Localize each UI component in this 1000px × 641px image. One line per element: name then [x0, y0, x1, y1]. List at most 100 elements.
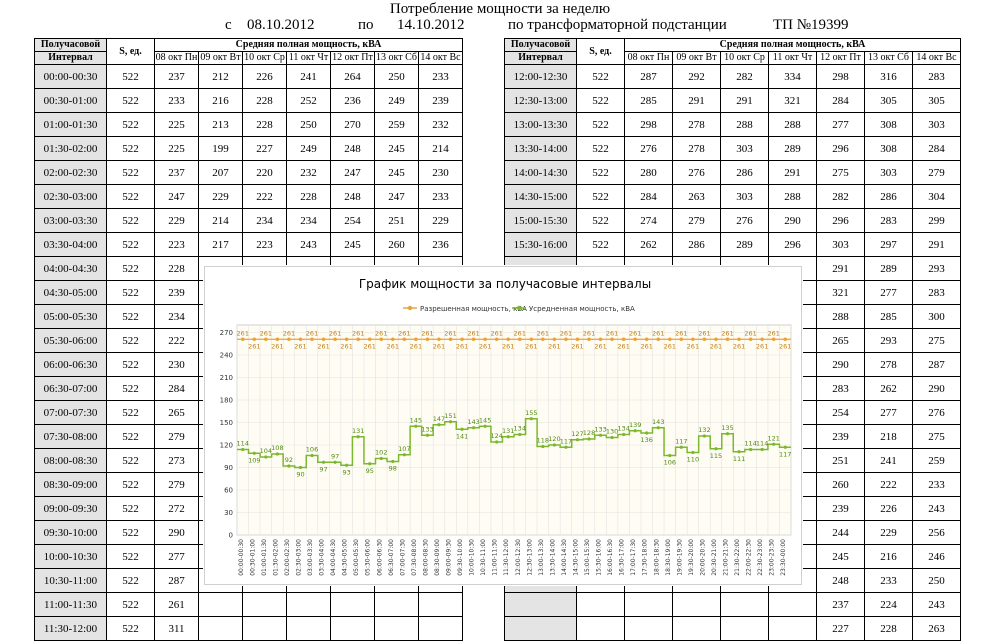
x-tick-label: 11:30-12:00 — [503, 539, 510, 576]
allowed-power-point — [264, 337, 268, 342]
power-cell: 237 — [154, 160, 199, 185]
power-cell: 234 — [154, 304, 199, 329]
table-row: 15:00-15:30 522 274 279 276 290 296 283 299 — [504, 208, 962, 233]
x-tick-label: 14:00-14:30 — [561, 539, 568, 576]
interval-cell: 08:00-08:30 — [34, 448, 107, 473]
table-row: 13:00-13:30 522 298 278 288 288 277 308 303 — [504, 112, 962, 137]
allowed-power-point — [748, 337, 753, 342]
allowed-data-label: 261 — [467, 329, 479, 337]
allowed-data-label: 261 — [502, 342, 514, 350]
power-cell: 303 — [816, 232, 865, 257]
date-to: 14.10.2012 — [397, 17, 465, 33]
allowed-data-label: 261 — [756, 342, 768, 350]
power-cell: 276 — [672, 160, 721, 185]
power-header: Средняя полная мощность, кВА — [153, 38, 464, 52]
average-power-point — [633, 429, 637, 433]
power-cell — [242, 592, 287, 617]
allowed-power-point — [529, 337, 534, 342]
power-cell: 311 — [154, 616, 199, 641]
x-tick-label: 20:00-20:30 — [699, 539, 706, 576]
power-cell: 241 — [286, 64, 331, 89]
power-cell: 297 — [864, 232, 913, 257]
average-data-label: 95 — [366, 467, 374, 475]
allowed-data-label: 261 — [387, 342, 399, 350]
power-cell: 218 — [864, 424, 913, 449]
average-power-point — [333, 460, 337, 464]
average-data-label: 143 — [467, 418, 479, 426]
power-cell: 226 — [242, 64, 287, 89]
power-cell: 291 — [720, 88, 769, 113]
power-cell: 291 — [768, 160, 817, 185]
interval-cell: 00:00-00:30 — [34, 64, 107, 89]
allowed-data-label: 261 — [294, 342, 306, 350]
average-power-point — [425, 433, 430, 437]
power-cell: 285 — [864, 304, 913, 329]
allowed-data-label: 261 — [444, 329, 456, 337]
power-cell: 228 — [154, 256, 199, 281]
s-cell: 522 — [106, 208, 155, 233]
x-tick-label: 21:00-21:30 — [723, 539, 730, 576]
s-cell: 522 — [106, 64, 155, 89]
average-data-label: 139 — [629, 421, 641, 429]
s-cell: 522 — [106, 376, 155, 401]
x-tick-label: 14:30-15:00 — [572, 539, 579, 576]
average-data-label: 114 — [744, 440, 756, 448]
day-header: 10 окт Ср — [242, 51, 287, 65]
interval-cell: 00:30-01:00 — [34, 88, 107, 113]
allowed-data-label: 261 — [571, 342, 583, 350]
power-cell: 222 — [242, 184, 287, 209]
power-cell: 283 — [864, 208, 913, 233]
allowed-data-label: 261 — [514, 329, 526, 337]
allowed-data-label: 261 — [456, 342, 468, 350]
allowed-data-label: 261 — [733, 342, 745, 350]
power-cell: 252 — [286, 88, 331, 113]
power-cell: 308 — [864, 136, 913, 161]
power-cell: 207 — [198, 160, 243, 185]
table-row: 03:30-04:00 522 223 217 223 243 245 260 236 — [34, 232, 464, 257]
interval-cell: 14:00-14:30 — [504, 160, 577, 185]
x-tick-label: 05:30-06:00 — [365, 539, 372, 576]
s-cell: 522 — [576, 136, 625, 161]
average-power-point — [402, 453, 406, 457]
power-cell: 260 — [816, 472, 865, 497]
allowed-data-label: 261 — [594, 342, 606, 350]
power-cell — [624, 592, 673, 617]
power-cell: 227 — [816, 616, 865, 641]
allowed-data-label: 261 — [329, 329, 341, 337]
average-data-label: 102 — [375, 449, 387, 457]
interval-cell: 14:30-15:00 — [504, 184, 577, 209]
allowed-data-label: 261 — [364, 342, 376, 350]
s-header: S, ед. — [576, 38, 625, 65]
allowed-power-point — [310, 337, 314, 342]
power-cell: 296 — [816, 136, 865, 161]
power-cell: 220 — [242, 160, 287, 185]
power-cell: 290 — [911, 376, 962, 401]
y-tick-label: 210 — [220, 374, 233, 382]
s-cell: 522 — [106, 520, 155, 545]
allowed-power-point — [333, 337, 337, 342]
power-header: Средняя полная мощность, кВА — [623, 38, 962, 52]
power-cell: 249 — [286, 136, 331, 161]
s-cell: 522 — [106, 280, 155, 305]
s-cell: 522 — [576, 232, 625, 257]
power-cell: 304 — [911, 184, 962, 209]
interval-header: Получасовой — [34, 38, 107, 52]
power-cell: 241 — [864, 448, 913, 473]
x-tick-label: 03:00-03:30 — [307, 539, 314, 576]
power-cell — [198, 592, 243, 617]
x-tick-label: 15:00-15:30 — [584, 539, 591, 576]
date-from: 08.10.2012 — [247, 17, 315, 33]
interval-cell: 02:00-02:30 — [34, 160, 107, 185]
power-cell: 265 — [154, 400, 199, 425]
power-cell: 287 — [624, 64, 673, 89]
day-header: 10 окт Ср — [720, 51, 769, 65]
power-cell: 290 — [816, 352, 865, 377]
x-tick-label: 22:00-22:30 — [746, 539, 753, 576]
power-cell: 286 — [864, 184, 913, 209]
allowed-power-point — [679, 337, 684, 342]
power-cell: 288 — [768, 112, 817, 137]
allowed-power-point — [391, 337, 395, 342]
average-data-label: 97 — [331, 452, 339, 460]
average-power-point — [552, 443, 556, 447]
station-name: ТП №19399 — [773, 17, 849, 33]
